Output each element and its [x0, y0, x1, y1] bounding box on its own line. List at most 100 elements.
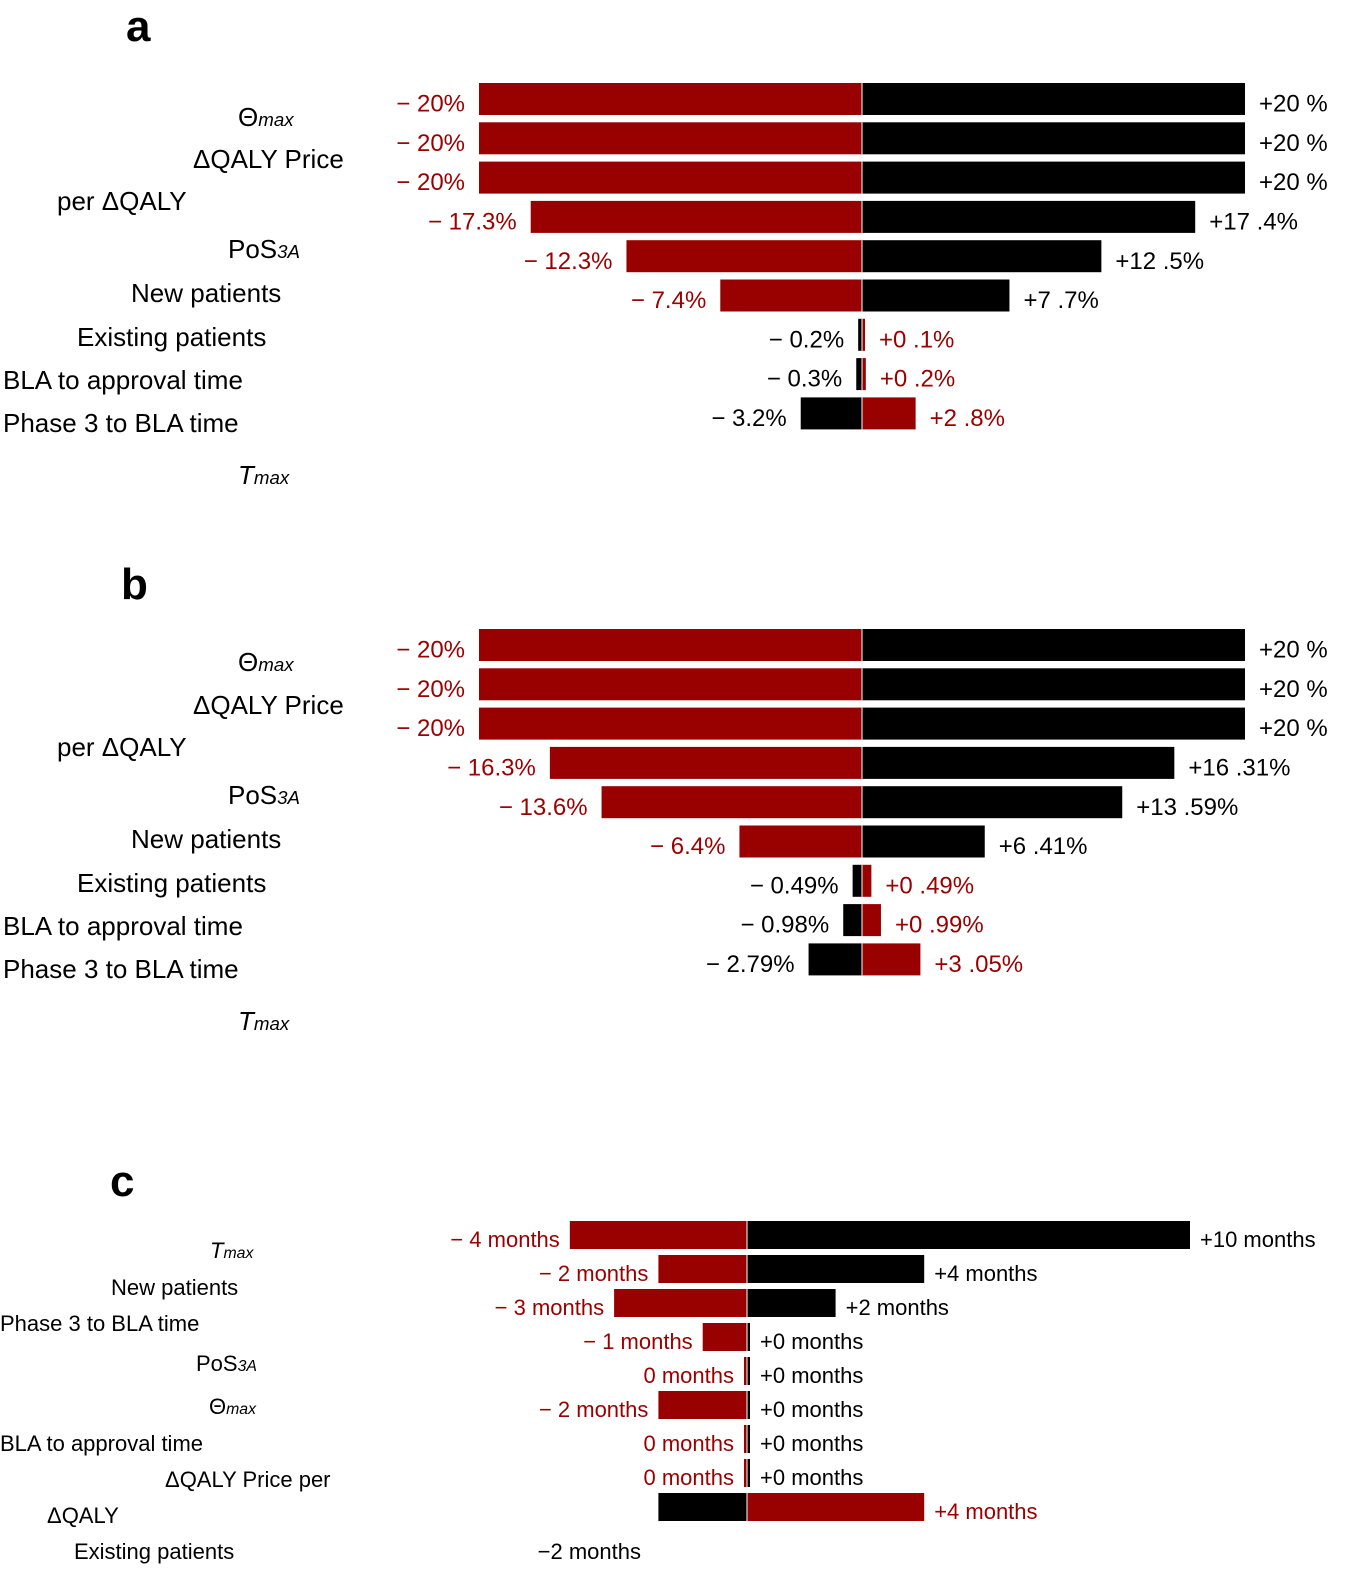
bar-right — [862, 864, 872, 897]
bar-left — [479, 83, 862, 115]
bar-right-label: +12 .5% — [1115, 248, 1204, 275]
bar-left-label: − 16.3% — [447, 755, 536, 782]
row-label: New patients — [111, 1275, 238, 1300]
bar-right-label: +20 % — [1259, 169, 1328, 196]
bar-right — [862, 83, 1245, 115]
bar-right — [862, 825, 985, 858]
bar-left — [549, 746, 862, 779]
row-label: New patients — [131, 824, 281, 854]
bar-left-label: −2 months — [538, 1539, 641, 1564]
bar-left-label: 0 months — [644, 1363, 735, 1388]
bar-right-label: +17 .4% — [1209, 209, 1298, 236]
row-label: New patients — [131, 278, 281, 308]
row-label: ΔQALY Price — [193, 690, 344, 720]
bar-left — [739, 825, 862, 858]
bar-right-label: +16 .31% — [1188, 755, 1290, 782]
bar-left — [479, 161, 862, 194]
bar-left — [744, 1459, 747, 1487]
bar-left-label: − 0.49% — [750, 872, 839, 899]
bar-right-label: +2 .8% — [930, 405, 1005, 432]
bar-right-label: +10 months — [1200, 1227, 1316, 1252]
row-label: PoS3A — [228, 234, 300, 264]
bar-right — [862, 629, 1245, 661]
row-label: PoS3A — [196, 1351, 257, 1376]
bar-right — [747, 1493, 925, 1521]
bar-right-label: +0 .99% — [895, 912, 984, 939]
bar-left — [479, 707, 862, 740]
row-label: ΔQALY — [47, 1503, 119, 1528]
bar-left-label: − 12.3% — [524, 248, 613, 275]
row-label: Tmax — [238, 460, 290, 490]
row-label: Phase 3 to BLA time — [3, 954, 239, 984]
bar-right — [747, 1425, 750, 1453]
bar-right-label: +13 .59% — [1136, 794, 1238, 821]
bar-left — [569, 1221, 747, 1249]
row-label: Tmax — [210, 1238, 254, 1263]
row-label: Existing patients — [77, 322, 266, 352]
bar-left-label: − 4 months — [450, 1227, 559, 1252]
bar-left-label: − 6.4% — [650, 833, 725, 860]
bar-left — [856, 358, 862, 391]
bar-right — [747, 1323, 750, 1351]
bar-right — [747, 1357, 750, 1385]
bar-left-label: − 20% — [396, 169, 465, 196]
bar-left-label: − 0.98% — [740, 912, 829, 939]
bar-left — [479, 629, 862, 661]
bar-left-label: 0 months — [644, 1465, 735, 1490]
bar-right-label: +0 .49% — [885, 872, 974, 899]
bar-right-label: +0 months — [760, 1329, 863, 1354]
bar-right-label: +2 months — [846, 1295, 949, 1320]
bar-right-label: +7 .7% — [1023, 287, 1098, 314]
row-label: BLA to approval time — [3, 911, 243, 941]
bar-right-label: +4 months — [934, 1261, 1037, 1286]
bar-right — [862, 786, 1123, 819]
bar-right — [747, 1255, 925, 1283]
bar-right-label: +0 .2% — [880, 366, 955, 393]
bar-right — [747, 1289, 836, 1317]
row-label: PoS3A — [228, 780, 300, 810]
bar-left-label: − 2 months — [539, 1261, 648, 1286]
bar-left — [658, 1255, 747, 1283]
bar-right — [862, 318, 865, 351]
bar-left — [852, 864, 862, 897]
bar-right-label: +6 .41% — [999, 833, 1088, 860]
bar-left — [808, 943, 862, 976]
bar-right-label: +0 .1% — [879, 326, 954, 353]
bar-left — [658, 1391, 747, 1419]
bar-right — [862, 904, 881, 937]
bar-left-label: − 7.4% — [631, 287, 706, 314]
bar-left-label: − 3.2% — [711, 405, 786, 432]
bar-left — [720, 279, 862, 312]
row-label: Existing patients — [74, 1539, 234, 1564]
bar-right — [862, 707, 1245, 740]
row-label: BLA to approval time — [3, 365, 243, 395]
bar-right-label: +20 % — [1259, 715, 1328, 742]
bar-right-label: +20 % — [1259, 676, 1328, 703]
bar-right — [862, 668, 1245, 701]
row-label: Phase 3 to BLA time — [3, 408, 239, 438]
bar-right — [862, 161, 1245, 194]
bar-left — [479, 122, 862, 155]
bar-left-label: 0 months — [644, 1431, 735, 1456]
bar-left — [626, 240, 862, 273]
bar-right — [862, 943, 921, 976]
row-label: Θmax — [238, 102, 294, 132]
bar-left-label: − 0.2% — [769, 326, 844, 353]
row-label: Phase 3 to BLA time — [0, 1311, 199, 1336]
bar-right-label: +0 months — [760, 1465, 863, 1490]
bar-left-label: − 0.3% — [767, 366, 842, 393]
panel-letter-c: c — [110, 1157, 134, 1206]
bar-right — [862, 358, 866, 391]
bar-left-label: − 1 months — [583, 1329, 692, 1354]
bar-left — [530, 200, 862, 233]
row-label: per ΔQALY — [57, 186, 187, 216]
bar-left-label: − 20% — [396, 676, 465, 703]
bar-right — [862, 240, 1102, 273]
bar-right-label: +0 months — [760, 1363, 863, 1388]
bar-left-label: − 20% — [396, 715, 465, 742]
row-label: Tmax — [238, 1006, 290, 1036]
